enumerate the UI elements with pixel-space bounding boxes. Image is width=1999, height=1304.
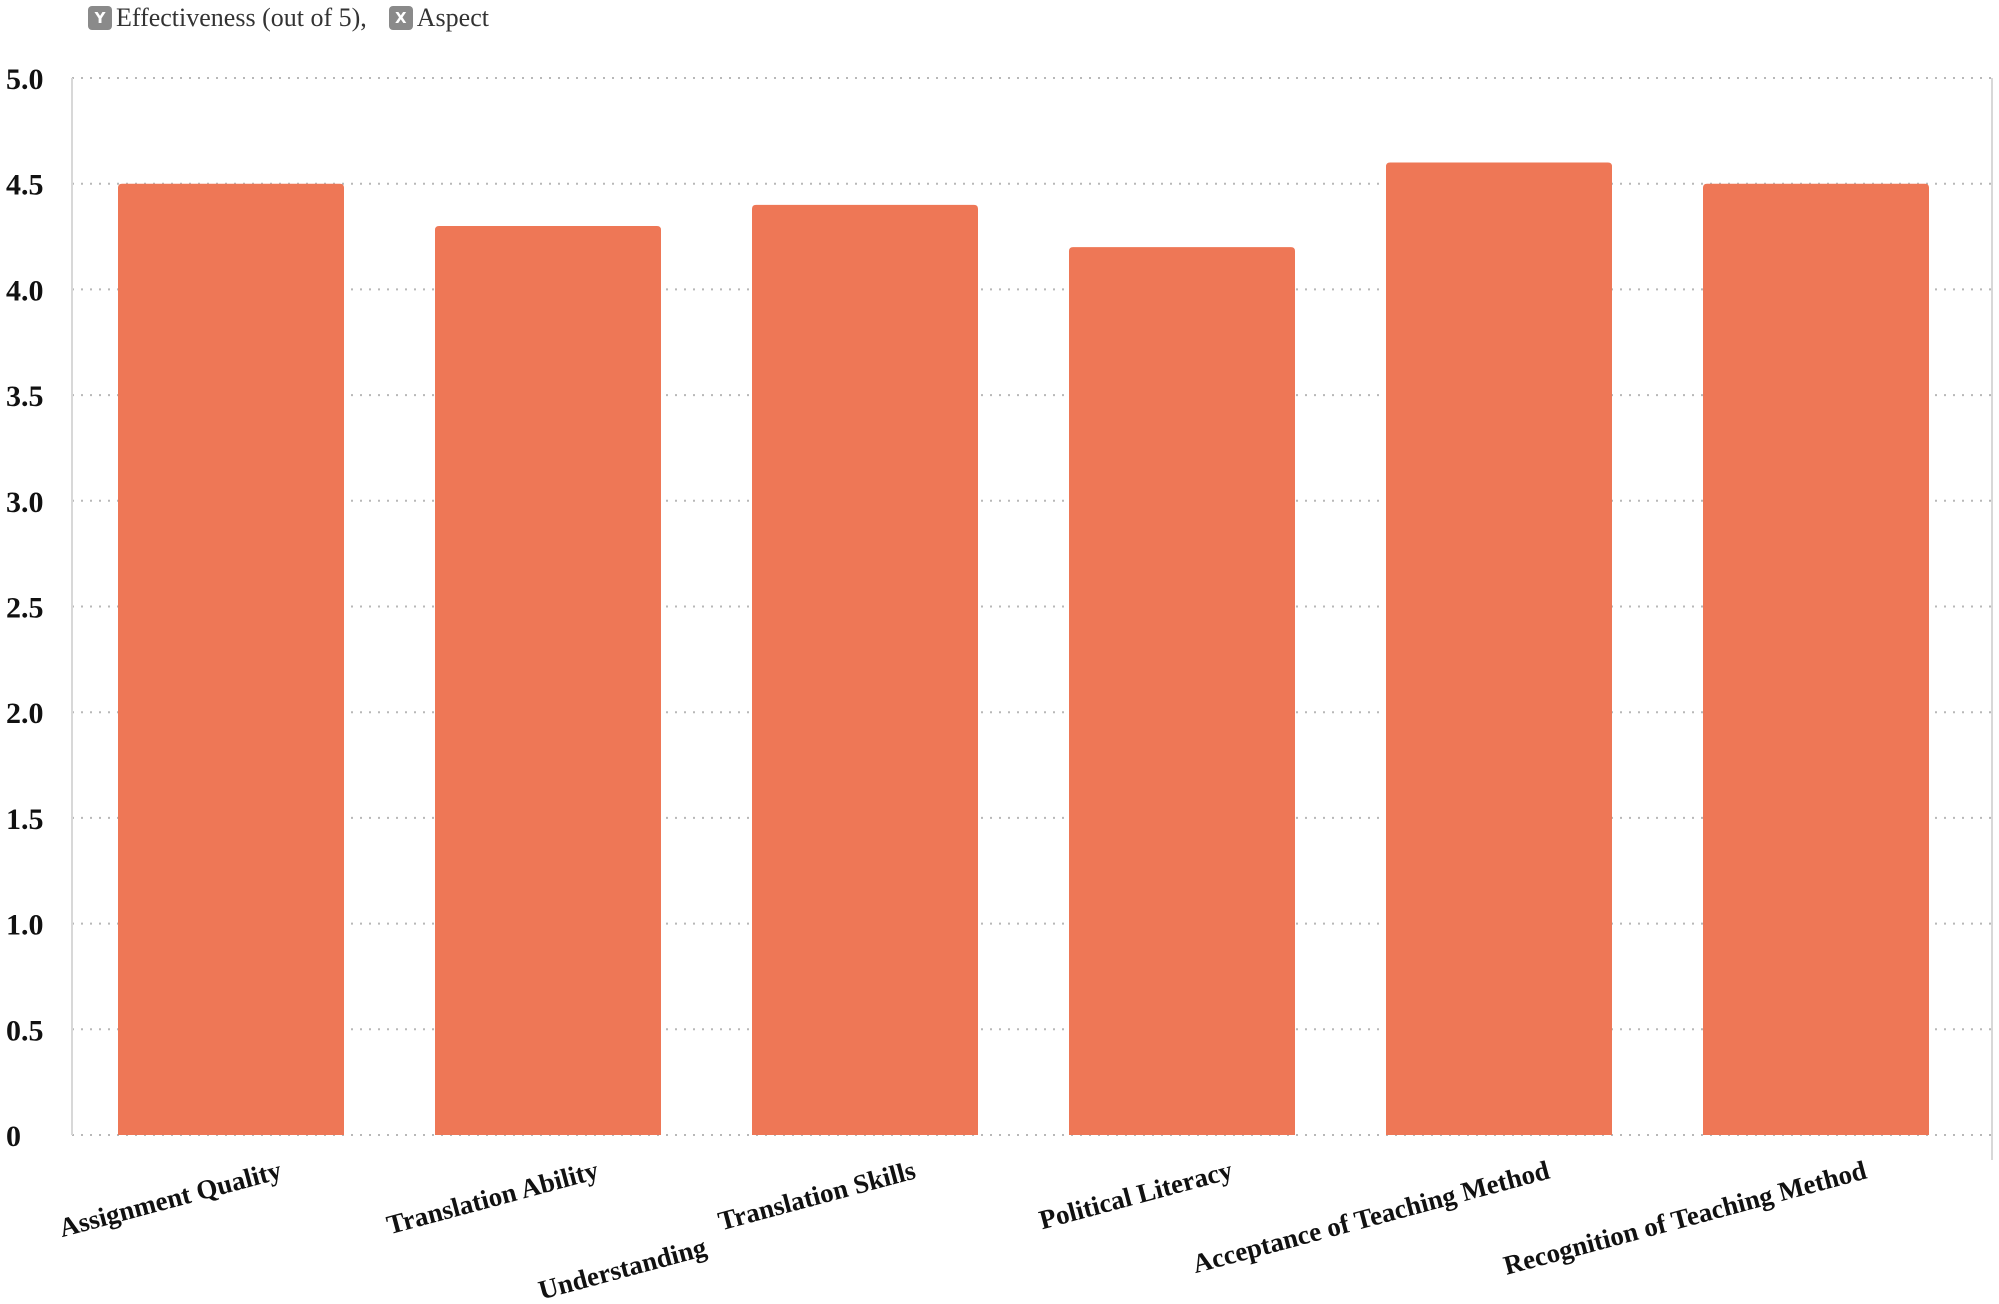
legend-label-effectiveness: Effectiveness (out of 5), (116, 3, 367, 32)
bars (118, 162, 1929, 1136)
y-tick-label: 4.5 (6, 169, 44, 202)
y-tick-label: 4.0 (6, 274, 44, 307)
bar-6[interactable] (1703, 183, 1929, 1135)
bar-5[interactable] (1386, 162, 1612, 1135)
x-category-label: Assignment Quality (56, 1155, 285, 1243)
bar-4[interactable] (1069, 247, 1295, 1135)
x-category-label: Recognition of Teaching Method (1500, 1155, 1869, 1281)
legend-label-aspect: Aspect (416, 3, 489, 32)
legend-y-key-icon: Y (88, 6, 112, 30)
y-tick-label: 3.0 (6, 486, 44, 519)
y-tick-label: 2.5 (6, 592, 44, 625)
legend-item-aspect[interactable]: X Aspect (388, 3, 489, 33)
legend-x-key-icon: X (388, 6, 413, 30)
x-category-label: Understanding (535, 1232, 710, 1304)
bar-2[interactable] (435, 225, 661, 1136)
y-tick-label: 5.0 (6, 63, 44, 96)
y-tick-label: 1.5 (6, 803, 44, 836)
y-tick-label: 3.5 (6, 380, 44, 413)
bar-1[interactable] (118, 183, 344, 1135)
chart-legend: Y Effectiveness (out of 5), X Aspect (88, 0, 511, 36)
axes (71, 78, 1993, 1160)
x-category-labels: Assignment Quality Translation Ability Tra… (56, 1155, 1870, 1304)
x-category-label: Translation Skills (715, 1155, 919, 1236)
y-tick-label: 2.0 (6, 697, 44, 730)
bar-3[interactable] (752, 204, 978, 1136)
x-category-label: Translation Ability (383, 1155, 602, 1240)
y-tick-labels: 0 0.5 1.0 1.5 2.0 2.5 3.0 3.5 4.0 4.5 5.0 (6, 63, 44, 1153)
legend-item-effectiveness[interactable]: Y Effectiveness (out of 5), (88, 3, 367, 33)
y-tick-label: 0 (6, 1120, 21, 1153)
x-category-label: Acceptance of Teaching Method (1189, 1155, 1552, 1279)
y-tick-label: 0.5 (6, 1014, 44, 1047)
y-tick-label: 1.0 (6, 909, 44, 942)
x-category-label: Political Literacy (1036, 1155, 1236, 1236)
